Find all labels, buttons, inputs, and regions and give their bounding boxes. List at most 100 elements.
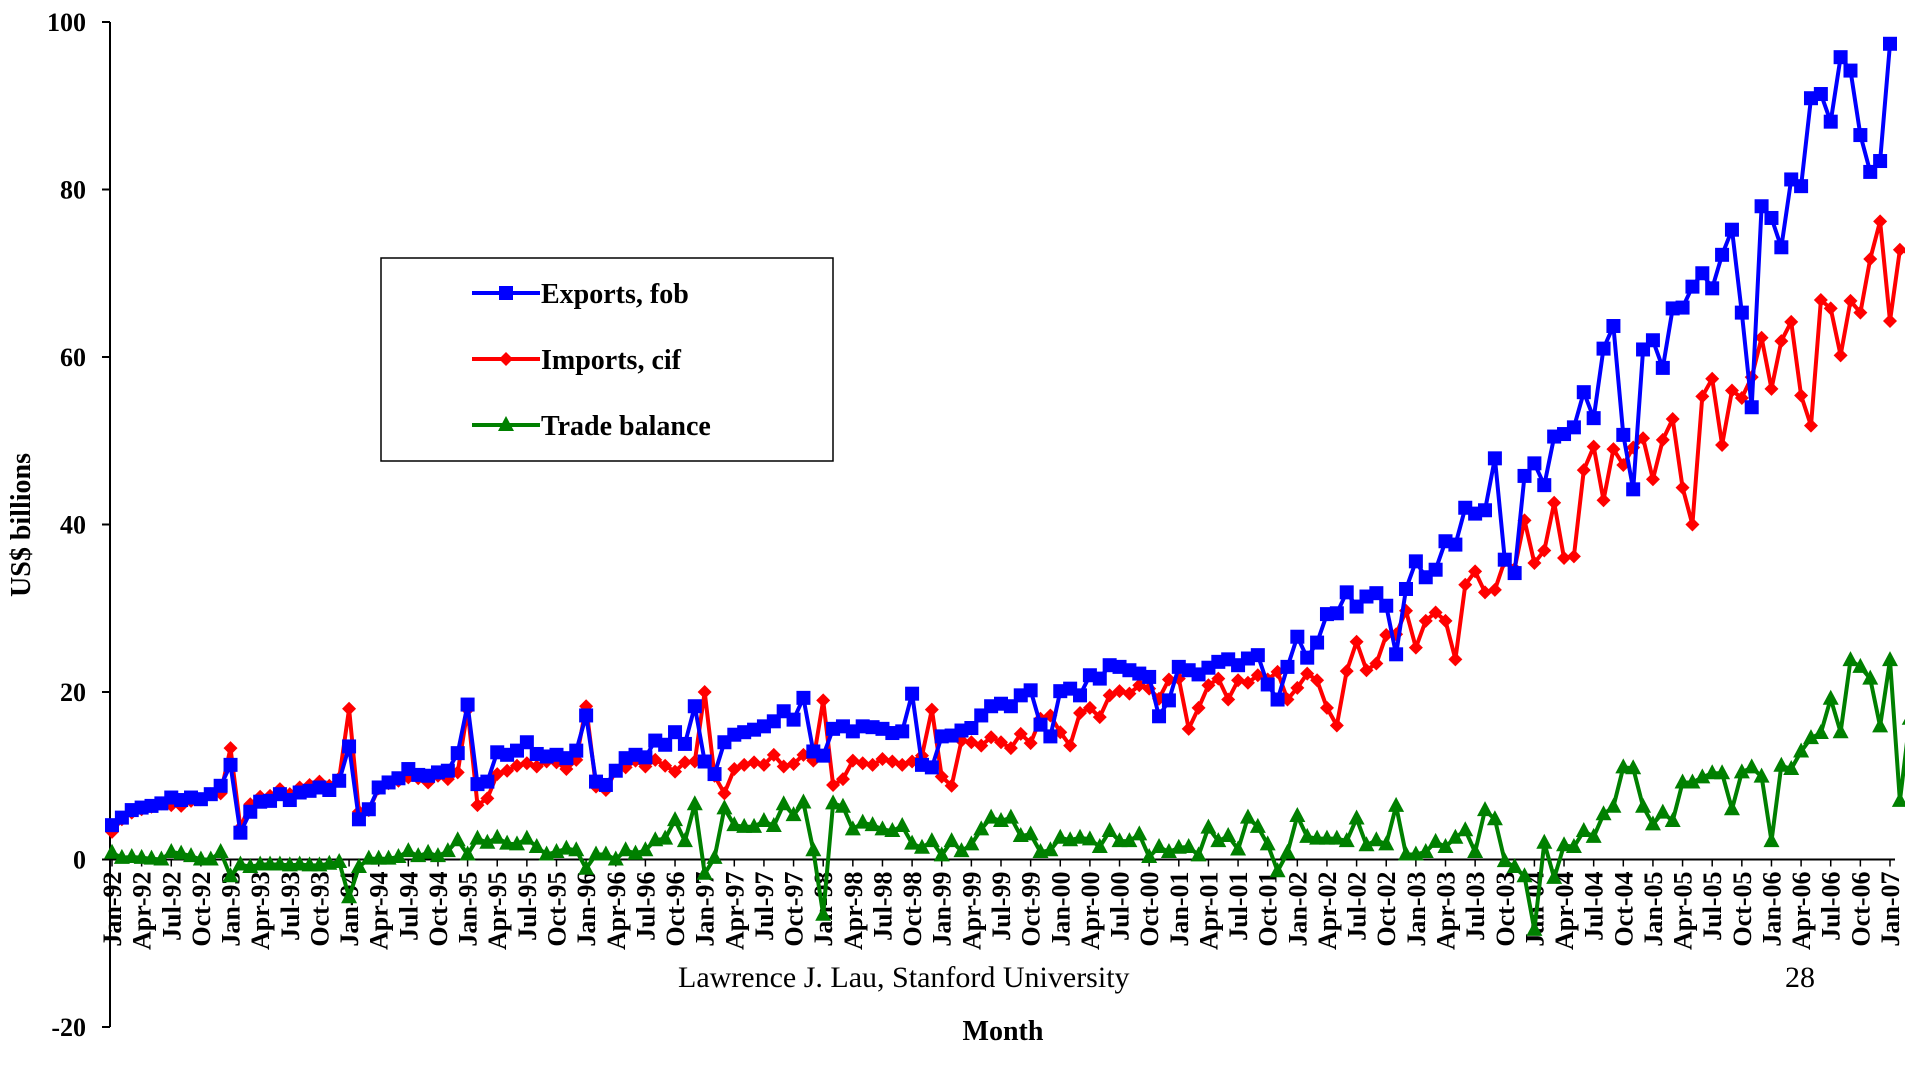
x-tick-label: Jul-04 (1580, 872, 1609, 941)
data-point-imports-cif (1764, 381, 1779, 396)
data-point-trade-balance (775, 795, 792, 811)
data-point-trade-balance (1812, 724, 1829, 740)
data-point-trade-balance (1220, 827, 1237, 843)
data-point-trade-balance (825, 794, 842, 810)
data-point-trade-balance (1733, 763, 1750, 779)
data-point-trade-balance (1585, 827, 1602, 843)
x-tick-label: Jan-00 (1046, 872, 1075, 947)
data-point-trade-balance (1615, 758, 1632, 774)
legend-label-imports-cif: Imports, cif (541, 345, 682, 376)
data-point-imports-cif (875, 752, 890, 766)
x-tick-label: Apr-92 (128, 872, 157, 950)
series-trade-balance (104, 651, 1905, 936)
data-point-trade-balance (1694, 768, 1711, 784)
data-point-imports-cif (1596, 493, 1611, 508)
data-point-exports-fob (1478, 503, 1493, 518)
data-point-trade-balance (390, 847, 407, 863)
x-tick-label: Jan-03 (1402, 872, 1431, 947)
footer-author: Lawrence J. Lau, Stanford University (678, 961, 1130, 994)
data-point-trade-balance (183, 847, 200, 863)
data-point-imports-cif (1073, 705, 1088, 720)
data-point-imports-cif (658, 758, 673, 773)
data-point-trade-balance (676, 832, 693, 848)
x-tick-label: Jul-98 (868, 872, 897, 941)
data-point-imports-cif (717, 786, 732, 801)
data-point-exports-fob (1389, 647, 1404, 662)
data-point-trade-balance (834, 797, 851, 813)
data-point-imports-cif (1310, 673, 1325, 688)
data-point-exports-fob (223, 757, 238, 772)
x-tick-label: Oct-01 (1254, 872, 1283, 947)
data-point-imports-cif (1675, 480, 1690, 495)
data-point-exports-fob (1645, 333, 1660, 348)
data-point-imports-cif (1487, 582, 1502, 597)
y-tick-label: 40 (60, 511, 86, 540)
data-point-trade-balance (1269, 862, 1286, 878)
data-point-exports-fob (1280, 659, 1295, 674)
data-point-exports-fob (1142, 669, 1157, 684)
data-point-exports-fob (1724, 222, 1739, 237)
data-point-exports-fob (924, 760, 939, 775)
y-ticks: -20 0 20 40 60 80 100 (47, 8, 110, 1042)
data-point-imports-cif (1122, 686, 1137, 701)
data-point-exports-fob (1023, 683, 1038, 698)
data-point-exports-fob (658, 737, 673, 752)
data-point-imports-cif (500, 763, 515, 778)
data-point-imports-cif (835, 772, 850, 787)
data-point-trade-balance (1239, 808, 1256, 824)
data-point-exports-fob (1883, 36, 1897, 51)
x-tick-label: Jul-99 (987, 872, 1016, 941)
data-point-imports-cif (747, 755, 762, 770)
data-point-trade-balance (765, 817, 782, 832)
data-point-exports-fob (1715, 247, 1730, 262)
x-axis-title: Month (963, 1016, 1044, 1047)
data-point-imports-cif (1843, 293, 1858, 308)
data-point-exports-fob (638, 750, 653, 765)
data-point-exports-fob (1675, 300, 1690, 315)
data-point-trade-balance (1882, 651, 1898, 667)
x-tick-label: Oct-98 (898, 872, 927, 947)
data-point-imports-cif (1102, 688, 1117, 703)
x-tick-label: Apr-00 (1076, 872, 1105, 950)
data-point-trade-balance (706, 848, 723, 864)
data-point-exports-fob (1527, 456, 1542, 471)
x-tick-label: Jul-96 (631, 872, 660, 941)
data-point-trade-balance (1802, 729, 1819, 745)
series-imports-cif (105, 214, 1905, 839)
data-point-trade-balance (904, 834, 921, 850)
data-point-imports-cif (1023, 736, 1038, 751)
data-point-trade-balance (133, 848, 150, 864)
data-point-trade-balance (1151, 837, 1168, 853)
data-point-exports-fob (1813, 87, 1828, 102)
data-point-trade-balance (1190, 846, 1207, 862)
data-point-trade-balance (1338, 832, 1355, 848)
data-point-imports-cif (924, 702, 939, 717)
data-point-exports-fob (1428, 562, 1443, 577)
data-point-imports-cif (1112, 684, 1127, 699)
data-point-imports-cif (865, 757, 880, 772)
data-point-exports-fob (1250, 648, 1265, 663)
data-point-trade-balance (222, 867, 239, 883)
x-tick-label: Oct-00 (1135, 872, 1164, 947)
x-tick-label: Oct-04 (1609, 872, 1638, 947)
data-point-exports-fob (213, 778, 228, 793)
data-point-trade-balance (202, 850, 219, 866)
data-point-trade-balance (449, 831, 466, 847)
x-tick-label: Jul-03 (1461, 872, 1490, 941)
data-point-imports-cif (1833, 348, 1848, 363)
data-point-imports-cif (1774, 334, 1789, 349)
data-point-exports-fob (1853, 128, 1868, 143)
x-tick-label: Apr-94 (365, 872, 394, 950)
data-point-trade-balance (400, 842, 417, 858)
data-point-exports-fob (1300, 650, 1315, 665)
data-point-trade-balance (1546, 868, 1563, 884)
data-point-trade-balance (864, 816, 881, 832)
x-tick-label: Jul-00 (1106, 872, 1135, 941)
data-point-exports-fob (1596, 341, 1611, 356)
data-point-trade-balance (271, 855, 288, 871)
data-point-trade-balance (943, 832, 960, 848)
data-point-trade-balance (1565, 837, 1582, 853)
x-tick-label: Apr-06 (1787, 872, 1816, 950)
data-point-imports-cif (1547, 495, 1562, 510)
x-tick-label: Oct-92 (187, 872, 216, 947)
